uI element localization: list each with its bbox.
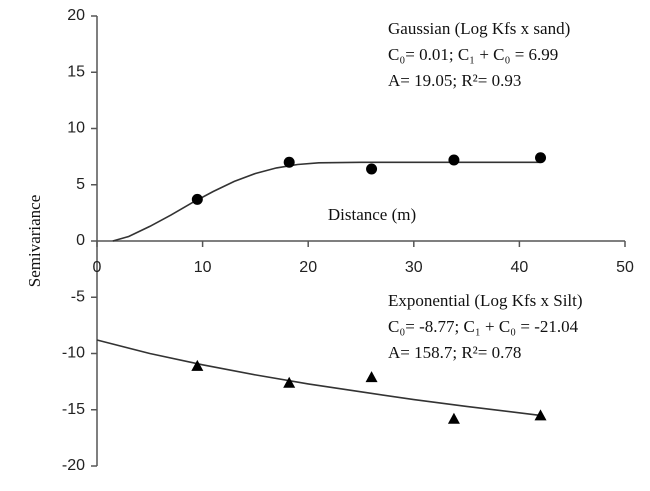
y-tick-label: -15: [62, 401, 85, 418]
triangle-marker: [191, 359, 204, 371]
fit-line: [112, 161, 541, 242]
circle-marker: [283, 156, 295, 168]
y-tick-label: 15: [67, 63, 85, 80]
y-tick-label: 5: [76, 176, 85, 193]
triangle-marker: [447, 412, 460, 424]
x-tick-label: 20: [299, 259, 317, 276]
circle-marker: [366, 163, 378, 175]
x-tick-label: 50: [616, 259, 634, 276]
x-axis-label: Distance (m): [328, 205, 416, 224]
y-tick-label: -5: [71, 288, 85, 305]
triangle-marker: [283, 376, 296, 388]
y-tick-label: 10: [67, 120, 85, 137]
annotation: A= 158.7; R²= 0.78: [388, 343, 521, 362]
triangle-marker: [365, 371, 378, 383]
triangle-marker: [534, 409, 547, 421]
x-tick-label: 30: [405, 259, 423, 276]
circle-marker: [448, 154, 460, 166]
annotation: Gaussian (Log Kfs x sand): [388, 19, 570, 38]
x-tick-label: 10: [194, 259, 212, 276]
y-axis-label: Semivariance: [25, 195, 44, 288]
circle-marker: [535, 152, 547, 164]
annotation: Exponential (Log Kfs x Silt): [388, 291, 583, 310]
x-tick-label: 0: [93, 259, 102, 276]
annotation: A= 19.05; R²= 0.93: [388, 71, 521, 90]
circle-marker: [191, 193, 203, 205]
y-tick-label: -20: [62, 457, 85, 474]
x-tick-label: 40: [511, 259, 529, 276]
annotation: C₀= -8.77; C₁ + C₀ = -21.04: [388, 317, 579, 336]
annotation: C₀= 0.01; C₁ + C₀ = 6.99: [388, 45, 558, 64]
y-tick-label: 20: [67, 7, 85, 24]
fit-line: [96, 339, 541, 417]
y-tick-label: 0: [76, 232, 85, 249]
y-tick-label: -10: [62, 345, 85, 362]
